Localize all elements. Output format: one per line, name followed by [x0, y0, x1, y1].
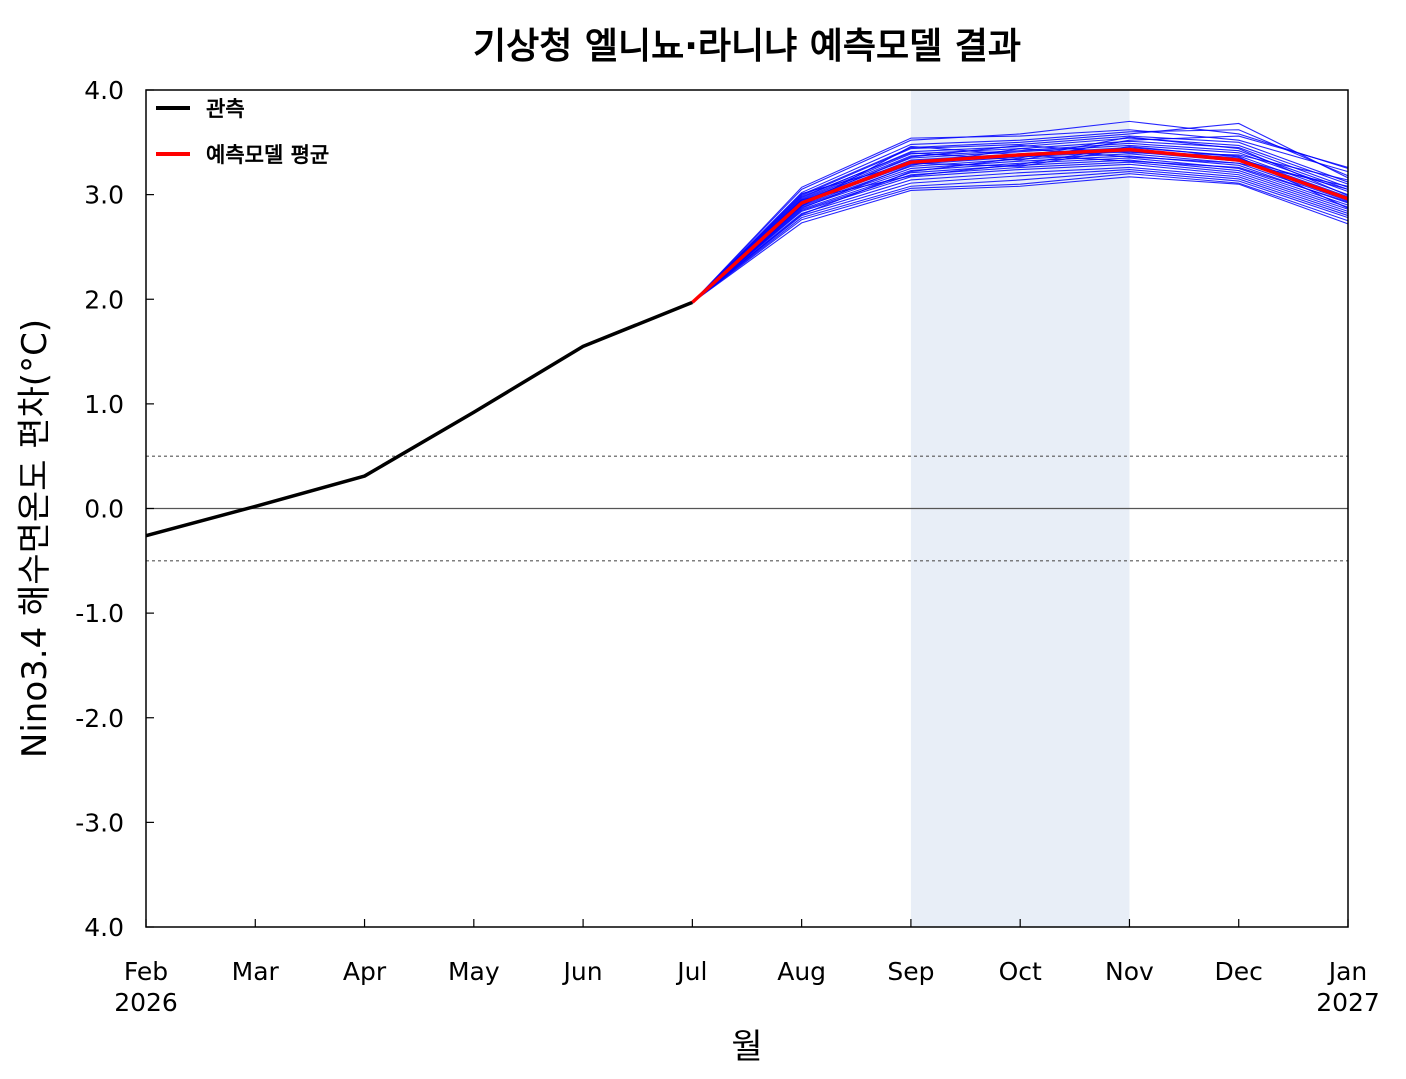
- y-tick-label: 3.0: [84, 181, 124, 210]
- observed-line: [145, 300, 694, 538]
- y-tick-label: -1.0: [75, 599, 124, 628]
- x-tick-label: Apr: [343, 957, 387, 986]
- x-tick-label: May: [448, 957, 500, 986]
- ensemble-line: [691, 120, 1349, 303]
- x-tick-label: Nov: [1105, 957, 1154, 986]
- ensemble-line: [692, 171, 1349, 303]
- ensemble-line: [691, 122, 1349, 303]
- y-tick-label: 2.0: [84, 285, 124, 314]
- ensemble-line: [691, 144, 1349, 303]
- x-tick-label: Aug: [777, 957, 826, 986]
- x-tick-label: Mar: [232, 957, 280, 986]
- ensemble-line: [691, 135, 1349, 303]
- y-tick-label: 0.0: [84, 495, 124, 524]
- x-tick-label: Dec: [1215, 957, 1263, 986]
- y-tick-label: -2.0: [75, 704, 124, 733]
- x-tick-label: Jul: [675, 957, 707, 986]
- ensemble-line: [692, 136, 1349, 303]
- ensemble-line: [692, 157, 1349, 303]
- x-tick-label: Jan: [1327, 957, 1368, 986]
- forecast-mean-line: [691, 147, 1349, 304]
- y-tick-label: -3.0: [75, 808, 124, 837]
- ensemble-line: [692, 163, 1349, 303]
- y-axis-label: Nino3.4 해수면온도 편차(°C): [15, 319, 55, 758]
- y-tick-label: 1.0: [84, 390, 124, 419]
- ensemble-line: [691, 137, 1349, 303]
- ensemble-line: [691, 129, 1349, 303]
- ensemble-line: [691, 129, 1349, 303]
- x-tick-label: Feb: [124, 957, 168, 986]
- y-tick-label: 4.0: [84, 913, 124, 942]
- ensemble-line: [692, 173, 1349, 303]
- x-tick-label: Jun: [562, 957, 603, 986]
- legend-label: 관측: [206, 97, 245, 121]
- x-axis-label: 월: [731, 1027, 762, 1067]
- chart-title: 기상청 엘니뇨·라니냐 예측모델 결과: [473, 26, 1021, 67]
- ensemble-line: [691, 145, 1349, 303]
- x-tick-year-label: 2026: [114, 988, 178, 1017]
- ensemble-line: [692, 159, 1349, 303]
- x-tick-year-label: 2027: [1316, 988, 1380, 1017]
- ensemble-line: [692, 176, 1349, 303]
- x-tick-label: Sep: [887, 957, 934, 986]
- y-tick-label: 4.0: [84, 76, 124, 105]
- ensemble-line: [692, 166, 1349, 303]
- ensemble-line: [692, 161, 1349, 303]
- x-tick-label: Oct: [999, 957, 1042, 986]
- ensemble-line: [691, 135, 1349, 303]
- plot-area: 4.03.02.01.00.0-1.0-2.0-3.04.0Feb2026Mar…: [75, 76, 1380, 1017]
- ensemble-line: [692, 148, 1349, 303]
- legend-label: 예측모델 평균: [206, 143, 329, 167]
- ensemble-line: [692, 168, 1349, 303]
